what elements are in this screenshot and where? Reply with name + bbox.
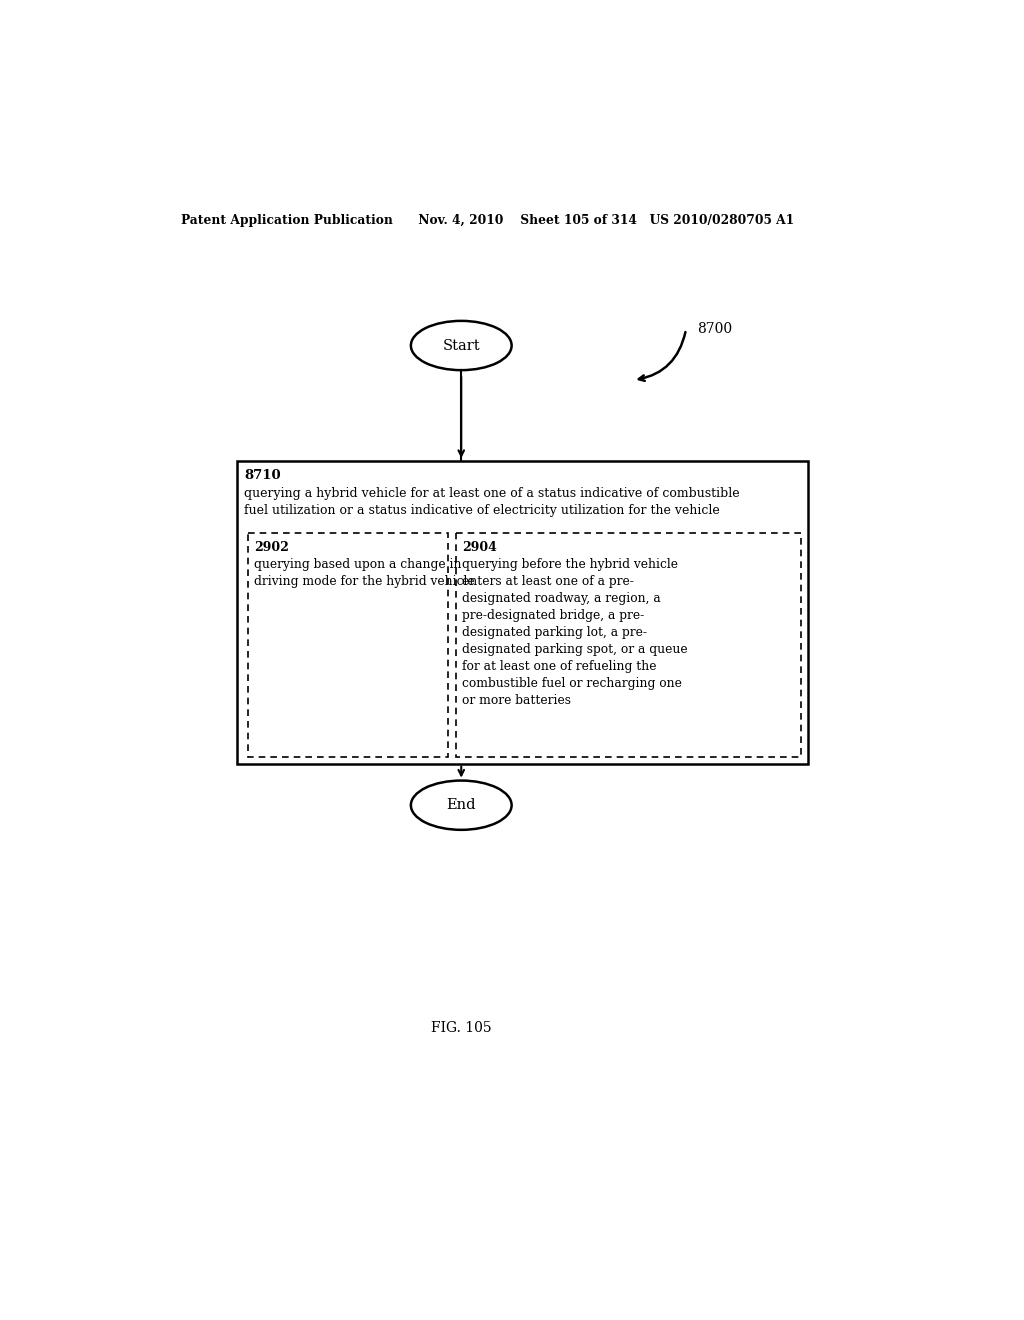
Bar [456,533,801,756]
Text: Patent Application Publication      Nov. 4, 2010    Sheet 105 of 314   US 2010/0: Patent Application Publication Nov. 4, 2… [180,214,794,227]
Text: 8710: 8710 [245,469,281,482]
Text: 2902: 2902 [254,541,289,554]
Text: 8700: 8700 [697,322,733,337]
Text: querying based upon a change in
driving mode for the hybrid vehicle: querying based upon a change in driving … [254,558,475,587]
Text: FIG. 105: FIG. 105 [431,1020,492,1035]
Text: querying before the hybrid vehicle
enters at least one of a pre-
designated road: querying before the hybrid vehicle enter… [462,558,688,708]
Text: Start: Start [442,338,480,352]
Text: querying a hybrid vehicle for at least one of a status indicative of combustible: querying a hybrid vehicle for at least o… [245,487,740,517]
Bar [248,533,449,756]
Text: 2904: 2904 [462,541,497,554]
Bar [237,461,809,763]
Text: End: End [446,799,476,812]
